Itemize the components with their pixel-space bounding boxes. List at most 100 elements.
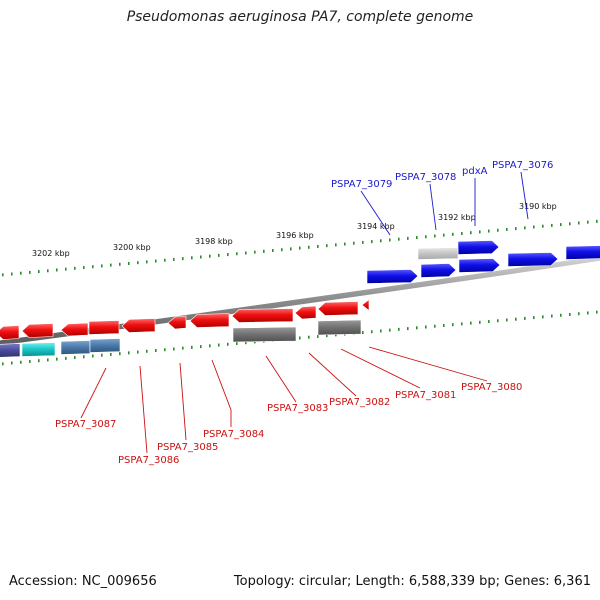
tick-mark <box>245 341 247 345</box>
tick-mark <box>389 328 391 332</box>
leader-line <box>368 346 488 382</box>
tick-mark <box>425 235 427 239</box>
reverse-gene <box>294 305 317 320</box>
tick-mark <box>416 236 418 240</box>
tick-mark <box>461 322 463 326</box>
tick-mark <box>470 321 472 325</box>
tick-mark <box>425 325 427 329</box>
gene-label-reverse: PSPA7_3085 <box>157 442 218 453</box>
tick-mark <box>101 264 103 268</box>
tick-mark <box>488 320 490 324</box>
tick-mark <box>542 315 544 319</box>
tick-mark <box>560 313 562 317</box>
leader-line <box>211 359 232 427</box>
tick-mark <box>452 232 454 236</box>
tick-mark <box>479 320 481 324</box>
tick-mark <box>326 334 328 338</box>
genome-title: Pseudomonas aeruginosa PA7, complete gen… <box>126 9 474 25</box>
tick-mark <box>137 261 139 265</box>
tick-mark <box>128 261 130 265</box>
reverse-gene <box>88 320 120 335</box>
tick-mark <box>119 352 121 356</box>
tick-mark <box>317 334 319 338</box>
tick-mark <box>38 270 40 274</box>
tick-mark <box>191 256 193 260</box>
tick-mark <box>416 326 418 330</box>
tick-mark <box>533 316 535 320</box>
tick-label: 3192 kbp <box>438 213 476 222</box>
forward-gene <box>457 240 500 255</box>
tick-mark <box>443 233 445 237</box>
tick-mark <box>110 352 112 356</box>
gene-label-reverse: PSPA7_3083 <box>267 403 328 414</box>
tick-mark <box>452 323 454 327</box>
tick-mark <box>83 355 85 359</box>
leader-line <box>80 367 107 419</box>
gene-label-reverse: PSPA7_3086 <box>118 455 179 466</box>
tick-mark <box>263 249 265 253</box>
tick-mark <box>173 347 175 351</box>
tick-mark <box>515 227 517 231</box>
other-feature <box>89 338 121 353</box>
other-feature <box>0 343 21 358</box>
tick-mark <box>74 266 76 270</box>
gene-features <box>0 240 600 358</box>
tick-mark <box>407 236 409 240</box>
tick-mark <box>371 240 373 244</box>
reverse-gene <box>0 325 20 340</box>
tick-mark <box>227 253 229 257</box>
reverse-gene <box>361 298 370 312</box>
leader-line <box>179 362 187 441</box>
tick-mark <box>317 244 319 248</box>
tick-mark <box>398 237 400 241</box>
tick-label: 3190 kbp <box>519 202 557 211</box>
tick-mark <box>236 341 238 345</box>
tick-mark <box>308 245 310 249</box>
tick-mark <box>578 312 580 316</box>
tick-mark <box>461 232 463 236</box>
reverse-gene <box>317 301 359 316</box>
tick-mark <box>227 342 229 346</box>
tick-mark <box>524 226 526 230</box>
reverse-gene <box>21 323 54 338</box>
reverse-gene <box>60 322 89 337</box>
tick-mark <box>506 227 508 231</box>
other-feature <box>317 319 362 336</box>
gene-label-forward: PSPA7_3079 <box>331 179 392 190</box>
tick-mark <box>380 329 382 333</box>
tick-mark <box>146 260 148 264</box>
tick-mark <box>182 346 184 350</box>
tick-mark <box>524 316 526 320</box>
tick-mark <box>218 253 220 257</box>
reverse-gene <box>189 313 230 328</box>
tick-mark <box>362 331 364 335</box>
gene-label-forward: PSPA7_3078 <box>395 172 456 183</box>
tick-mark <box>299 336 301 340</box>
tick-mark <box>254 250 256 254</box>
reverse-gene <box>167 315 187 330</box>
tick-mark <box>587 220 589 224</box>
tick-mark <box>443 323 445 327</box>
tick-mark <box>281 248 283 252</box>
tick-mark <box>479 230 481 234</box>
other-feature <box>60 340 91 355</box>
gene-label-reverse: PSPA7_3081 <box>395 390 456 401</box>
gene-label-reverse: PSPA7_3087 <box>55 419 116 430</box>
tick-mark <box>380 239 382 243</box>
tick-mark <box>20 360 22 364</box>
tick-label: 3194 kbp <box>357 222 395 231</box>
tick-mark <box>353 241 355 245</box>
forward-gene <box>366 269 419 284</box>
tick-mark <box>551 314 553 318</box>
leader-line <box>360 190 391 236</box>
gene-label-reverse: PSPA7_3082 <box>329 397 390 408</box>
tick-mark <box>551 223 553 227</box>
tick-mark <box>308 335 310 339</box>
tick-mark <box>92 354 94 358</box>
tick-mark <box>182 257 184 261</box>
tick-mark <box>155 259 157 263</box>
other-feature <box>232 326 297 343</box>
tick-mark <box>2 273 4 277</box>
